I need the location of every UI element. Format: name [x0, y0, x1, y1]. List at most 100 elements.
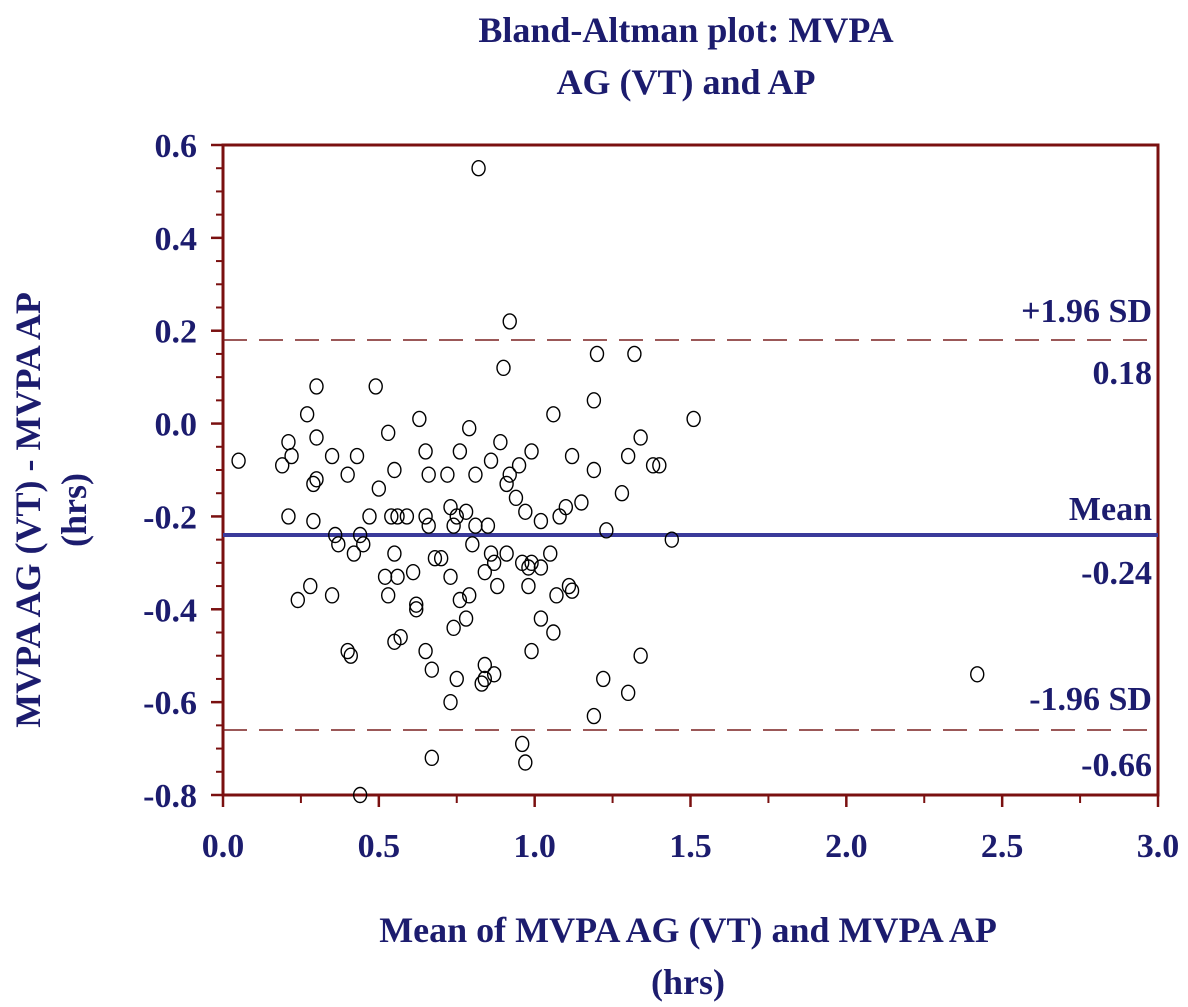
data-point [499, 545, 514, 562]
data-point [452, 591, 468, 609]
data-point [387, 461, 402, 479]
y-axis-label-line-1: MVPA AG (VT) - MVPA AP [8, 292, 48, 728]
data-point [558, 498, 574, 516]
data-point [449, 508, 464, 525]
data-point [533, 512, 549, 530]
x-axis-label-line-2: (hrs) [651, 962, 725, 1002]
data-point [284, 447, 299, 465]
data-point [477, 563, 492, 581]
data-point [465, 536, 480, 553]
mean-label: Mean [1069, 491, 1152, 528]
data-point [446, 619, 461, 637]
data-point [418, 508, 433, 525]
data-point [508, 489, 524, 507]
data-point [627, 345, 642, 363]
data-point [561, 577, 577, 595]
data-points [231, 160, 985, 804]
data-point [405, 563, 421, 581]
data-point [633, 429, 648, 446]
data-point [399, 508, 415, 525]
y-tick-label: -0.4 [143, 592, 197, 629]
data-point [424, 749, 440, 767]
data-point [471, 160, 486, 177]
data-point [343, 647, 358, 664]
data-point [340, 642, 355, 660]
data-point [462, 420, 477, 437]
data-point [490, 577, 505, 595]
data-point [486, 554, 502, 572]
data-point [524, 554, 539, 572]
data-point [352, 786, 368, 804]
data-point [620, 447, 636, 465]
data-point [306, 475, 321, 493]
data-point [480, 517, 496, 534]
data-point [380, 587, 396, 604]
data-point [418, 642, 433, 660]
chart-title-line-1: Bland-Altman plot: MVPA [478, 10, 893, 50]
data-point [483, 452, 499, 469]
data-point [390, 568, 405, 585]
y-tick-label: 0.4 [155, 221, 198, 258]
data-point [377, 568, 393, 585]
data-point [443, 568, 458, 585]
mean-value: -0.24 [1081, 555, 1152, 592]
y-tick-label: 0.2 [155, 314, 198, 351]
data-point [390, 508, 405, 525]
lower-loa-value: -0.66 [1081, 747, 1152, 784]
data-point [324, 447, 340, 465]
data-point [499, 475, 514, 493]
data-point [231, 452, 246, 469]
data-point [446, 517, 461, 534]
data-point [652, 457, 667, 474]
data-point [412, 410, 427, 428]
y-tick-label: -0.8 [143, 778, 197, 815]
y-tick-label: 0.6 [155, 128, 198, 165]
data-point [468, 517, 483, 534]
data-point [599, 522, 614, 539]
data-point [511, 457, 527, 474]
data-point [546, 406, 561, 423]
data-point [596, 670, 611, 688]
data-point [356, 536, 371, 553]
data-point [427, 550, 443, 567]
data-point [328, 526, 343, 544]
data-point [515, 735, 530, 753]
data-point [449, 670, 464, 688]
x-tick-label: 0.5 [358, 828, 401, 865]
data-point [486, 666, 502, 683]
lower-loa-label: -1.96 SD [1029, 681, 1152, 718]
data-point [418, 443, 433, 460]
data-point [309, 378, 324, 395]
x-axis-label-line-1: Mean of MVPA AG (VT) and MVPA AP [379, 910, 997, 950]
data-point [493, 433, 508, 451]
data-point [483, 545, 499, 562]
data-point [443, 693, 458, 711]
x-tick-label: 2.5 [981, 828, 1024, 865]
data-point [474, 675, 489, 692]
data-point [421, 517, 436, 534]
data-point [433, 550, 449, 567]
reference-lines [223, 339, 1158, 731]
data-point [303, 577, 318, 595]
data-point [468, 466, 483, 483]
data-point [614, 485, 630, 502]
data-point [502, 313, 517, 330]
data-point [564, 582, 580, 599]
data-point [586, 392, 602, 409]
data-point [524, 642, 539, 660]
data-point [393, 628, 408, 646]
data-point [281, 508, 296, 525]
data-point [518, 754, 533, 771]
data-point [518, 503, 533, 520]
data-point [275, 457, 290, 474]
y-axis-label-line-2: (hrs) [54, 473, 94, 547]
data-point [477, 656, 492, 674]
data-point [440, 466, 455, 483]
data-point [346, 545, 362, 562]
data-point [384, 508, 399, 525]
data-point [686, 410, 701, 428]
y-tick-label: 0.0 [155, 407, 198, 444]
upper-loa-value: 0.18 [1093, 355, 1153, 392]
data-point [574, 494, 589, 511]
